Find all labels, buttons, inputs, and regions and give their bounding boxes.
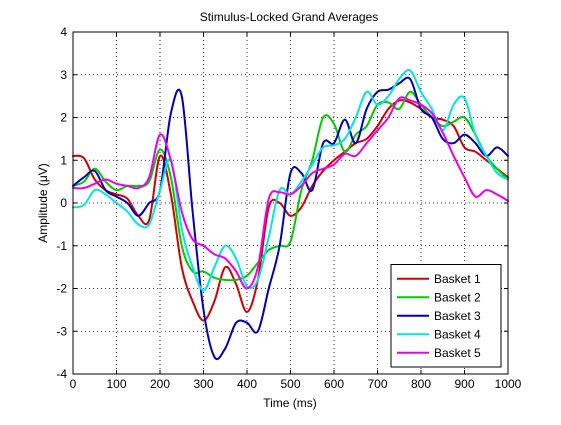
chart-title: Stimulus-Locked Grand Averages	[200, 10, 379, 24]
legend-label: Basket 1	[434, 272, 481, 286]
y-tick-label: -4	[56, 367, 67, 381]
x-tick-label: 400	[237, 377, 257, 391]
y-tick-label: -2	[56, 282, 67, 296]
x-tick-label: 100	[106, 377, 126, 391]
x-tick-label: 300	[193, 377, 213, 391]
y-tick-label: 1	[60, 153, 67, 167]
legend-label: Basket 2	[434, 290, 481, 304]
x-tick-label: 1000	[495, 377, 522, 391]
y-tick-label: 4	[60, 25, 67, 39]
x-tick-label: 800	[411, 377, 431, 391]
y-tick-label: -1	[56, 239, 67, 253]
series-lines	[72, 69, 509, 361]
axis-ticks: 0 100 200 300 400 500 600 700 800 900 1000 -4 -3 -2 -1…	[56, 25, 521, 391]
legend-label: Basket 3	[434, 309, 481, 323]
x-tick-label: 900	[454, 377, 474, 391]
series-line-basket-3	[72, 76, 509, 361]
series-line-basket-5	[72, 96, 509, 290]
legend-label: Basket 4	[434, 327, 481, 341]
x-tick-label: 200	[150, 377, 170, 391]
y-tick-label: -3	[56, 324, 67, 338]
x-tick-label: 600	[324, 377, 344, 391]
x-axis-label: Time (ms)	[263, 396, 317, 410]
y-tick-label: 2	[60, 111, 67, 125]
y-axis-label: Amplitude (μV)	[36, 163, 50, 243]
series-line-basket-2	[72, 90, 509, 282]
legend: Basket 1 Basket 2 Basket 3 Basket 4 Basket 5	[390, 264, 502, 368]
x-tick-label: 700	[367, 377, 387, 391]
x-tick-label: 500	[280, 377, 300, 391]
legend-label: Basket 5	[434, 346, 481, 360]
y-tick-label: 0	[60, 196, 67, 210]
y-tick-label: 3	[60, 68, 67, 82]
x-tick-label: 0	[70, 377, 77, 391]
